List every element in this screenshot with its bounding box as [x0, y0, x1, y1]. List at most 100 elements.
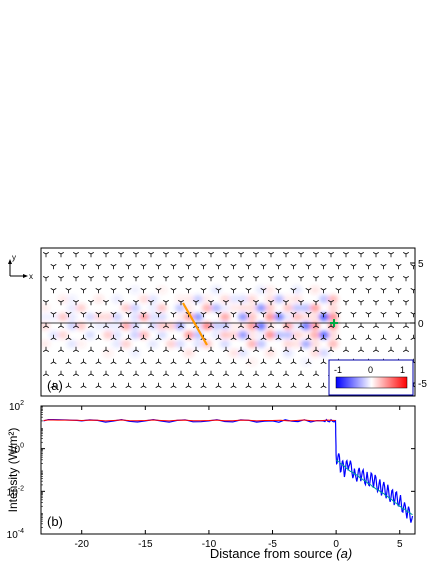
y-tick-base: 10 [7, 530, 19, 541]
lattice-rod [185, 288, 192, 294]
y-tick-label: 10-2 [7, 485, 24, 498]
lattice-rod [50, 334, 57, 340]
lattice-rod [193, 346, 199, 352]
lattice-rod [290, 312, 297, 318]
lattice-rod [313, 346, 319, 352]
field-blob [121, 340, 131, 348]
field-blob [193, 340, 203, 348]
lattice-rod [223, 252, 229, 258]
lattice-rod [373, 346, 379, 352]
lattice-rod [223, 370, 229, 376]
lattice-rod [215, 264, 222, 270]
field-blob [328, 295, 338, 303]
lattice-rod [380, 334, 387, 340]
lattice-rod [110, 312, 117, 318]
lattice-rod [350, 312, 357, 318]
lattice-rod [200, 358, 207, 364]
field-blob [319, 295, 329, 303]
colorbar-gradient [335, 376, 408, 389]
field-blob [310, 304, 320, 312]
lattice-rod [238, 346, 244, 352]
field-blob [211, 286, 221, 294]
lattice-rod [148, 370, 154, 376]
field-blob [220, 313, 230, 321]
field-blob [130, 313, 140, 321]
field-blob [112, 313, 122, 321]
lattice-rod [155, 358, 162, 364]
lattice-rod [65, 288, 72, 294]
field-blob [121, 304, 131, 312]
lattice-rod [373, 276, 379, 282]
field-blob [292, 304, 302, 312]
lattice-rod [125, 334, 132, 340]
lattice-rod [178, 276, 184, 282]
field-blob [139, 295, 149, 303]
right-tick-5: 5 [418, 259, 424, 270]
field-blob [184, 349, 194, 357]
lattice-rod [133, 300, 139, 306]
colorbar: -1 0 1 [328, 359, 414, 396]
lattice-rod [403, 276, 409, 282]
field-blob [301, 340, 311, 348]
field-blob [256, 340, 266, 348]
lattice-rod [50, 312, 57, 318]
lattice-rod [223, 300, 229, 306]
lattice-rod [140, 382, 147, 388]
lattice-rod [230, 358, 237, 364]
lattice-rod [170, 382, 177, 388]
lattice-rod [133, 346, 139, 352]
field-blob [148, 322, 158, 330]
lattice-rod [155, 334, 162, 340]
lattice-rod [215, 334, 222, 340]
field-blob [301, 322, 311, 330]
lattice-rod [260, 312, 267, 318]
series-line-2 [335, 459, 413, 516]
field-blob [112, 331, 122, 339]
right-tick-minus-5: -5 [418, 379, 427, 390]
field-blob [283, 340, 293, 348]
right-tick-0: 0 [418, 319, 424, 330]
lattice-rod [290, 288, 297, 294]
lattice-rod [268, 276, 274, 282]
lattice-rod [125, 264, 132, 270]
lattice-rod [365, 288, 372, 294]
field-blob [265, 313, 275, 321]
field-blob [67, 340, 77, 348]
field-blob [76, 304, 86, 312]
field-blob [94, 322, 104, 330]
lattice-rod [118, 252, 124, 258]
field-blob [112, 322, 122, 330]
lattice-rod [365, 334, 372, 340]
field-blob [220, 331, 230, 339]
lattice-rod [50, 264, 57, 270]
field-blob [121, 322, 131, 330]
field-blob [130, 322, 140, 330]
lattice-rod [170, 264, 177, 270]
lattice-rod [245, 334, 252, 340]
lattice-rod [388, 346, 394, 352]
lattice-rod [388, 276, 394, 282]
y-tick-exponent: 2 [20, 400, 24, 407]
y-tick-base: 10 [9, 445, 21, 456]
field-blob [157, 322, 167, 330]
y-tick-label: 10-4 [7, 528, 24, 541]
lattice-rod [320, 264, 327, 270]
lattice-rod [230, 264, 237, 270]
lattice-rod [283, 252, 289, 258]
field-blob [94, 313, 104, 321]
axis-indicator-y-label: y [12, 253, 16, 262]
lattice-rod [193, 252, 199, 258]
lattice-rod [343, 252, 349, 258]
lattice-rod [65, 334, 72, 340]
lattice-rod [395, 264, 402, 270]
lattice-rod [133, 370, 139, 376]
lattice-rod [373, 252, 379, 258]
lattice-rod [223, 346, 229, 352]
lattice-rod [305, 382, 312, 388]
lattice-rod [268, 370, 274, 376]
field-blob [292, 340, 302, 348]
lattice-rod [133, 276, 139, 282]
lattice-rod [268, 300, 274, 306]
lattice-rod [73, 252, 79, 258]
lattice-rod [275, 312, 282, 318]
